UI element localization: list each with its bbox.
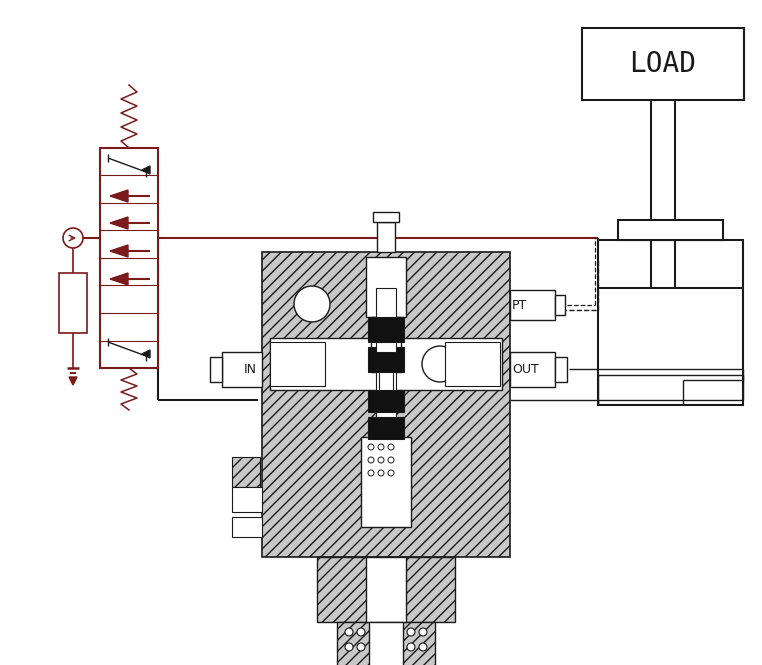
Circle shape (419, 628, 427, 636)
Circle shape (368, 444, 374, 450)
Text: PT: PT (512, 299, 527, 311)
Bar (598, 240, 743, 405)
Circle shape (388, 470, 394, 476)
Text: LOAD: LOAD (629, 50, 696, 78)
Circle shape (368, 470, 374, 476)
Bar (262, 252, 510, 557)
Bar (368, 417, 404, 439)
Polygon shape (110, 217, 128, 229)
Bar (376, 288, 396, 343)
Circle shape (294, 286, 330, 322)
Bar (366, 257, 406, 317)
Polygon shape (110, 273, 128, 285)
Bar (368, 317, 404, 342)
Bar (510, 352, 555, 387)
Bar (376, 372, 396, 427)
Circle shape (388, 457, 394, 463)
Polygon shape (142, 350, 150, 358)
Bar (369, 622, 403, 665)
Circle shape (378, 444, 384, 450)
Text: IN: IN (244, 362, 257, 376)
Bar (232, 517, 262, 537)
Circle shape (345, 643, 353, 651)
Bar (100, 148, 158, 368)
Polygon shape (142, 166, 150, 174)
Bar (59, 273, 87, 333)
Bar (555, 357, 567, 382)
Bar (270, 338, 502, 390)
Circle shape (378, 470, 384, 476)
Bar (555, 295, 565, 315)
Bar (618, 220, 723, 240)
Circle shape (63, 228, 83, 248)
Circle shape (357, 628, 365, 636)
Circle shape (378, 457, 384, 463)
Bar (222, 352, 262, 387)
Bar (445, 342, 500, 386)
Bar (373, 212, 399, 222)
Bar (510, 290, 555, 320)
Circle shape (357, 643, 365, 651)
Circle shape (388, 444, 394, 450)
Circle shape (407, 643, 415, 651)
Bar (337, 622, 435, 665)
Bar (376, 342, 396, 352)
Circle shape (419, 643, 427, 651)
Bar (366, 557, 406, 622)
Text: OUT: OUT (512, 362, 539, 376)
Bar (270, 342, 325, 386)
Bar (371, 317, 401, 372)
Circle shape (368, 457, 374, 463)
Bar (232, 457, 260, 487)
Bar (232, 487, 262, 512)
Circle shape (422, 346, 458, 382)
Circle shape (345, 628, 353, 636)
Bar (582, 28, 744, 100)
Polygon shape (110, 245, 128, 257)
Bar (317, 557, 455, 622)
Polygon shape (110, 190, 128, 202)
Bar (377, 222, 395, 252)
Bar (368, 390, 404, 412)
Bar (361, 437, 411, 527)
Bar (210, 357, 222, 382)
Circle shape (407, 628, 415, 636)
Bar (368, 347, 404, 372)
Polygon shape (69, 377, 77, 385)
Bar (379, 333, 393, 403)
